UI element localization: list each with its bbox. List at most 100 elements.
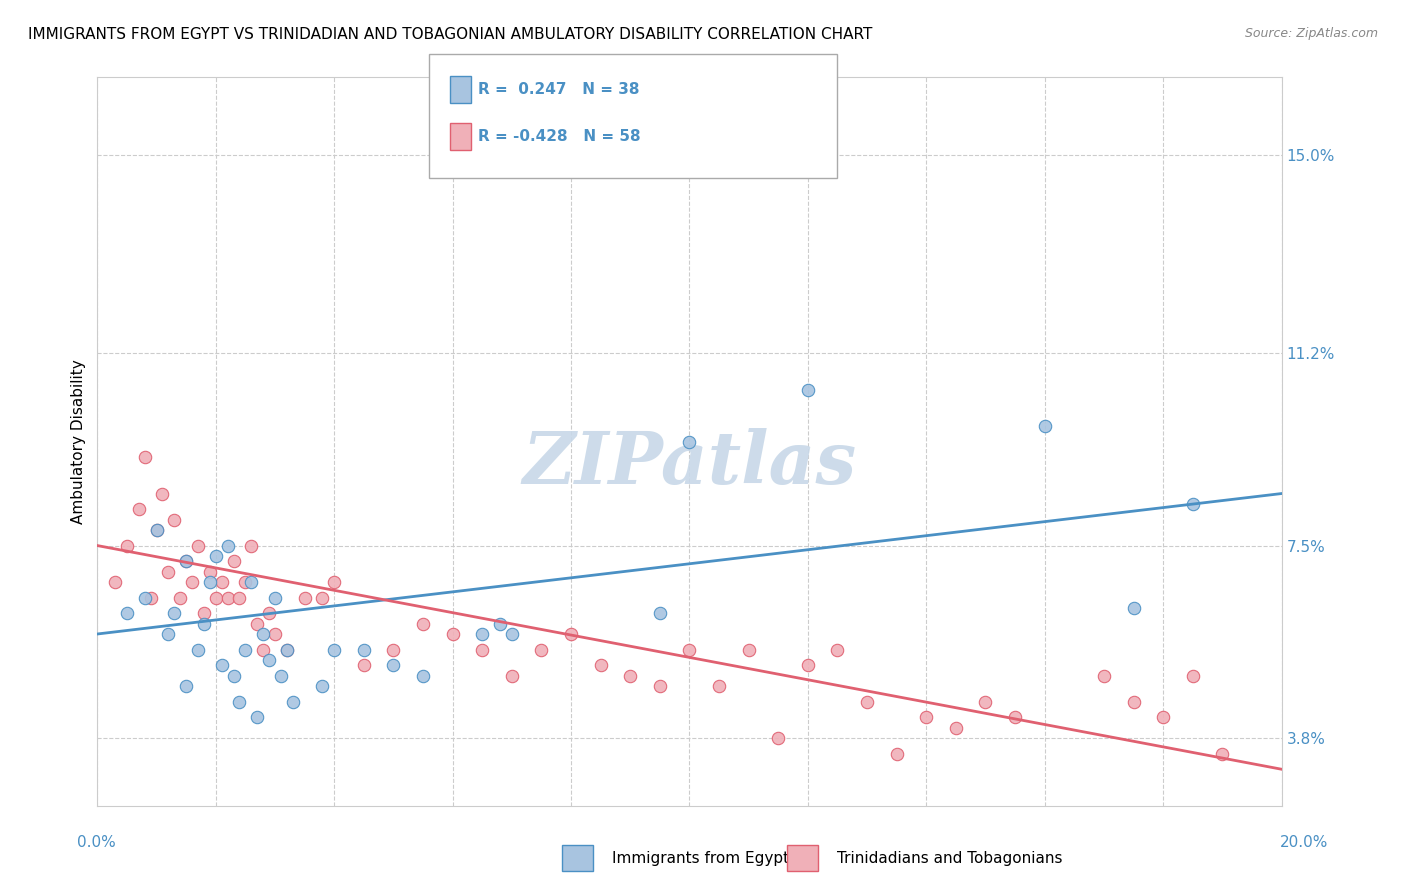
Point <box>530 642 553 657</box>
Point <box>1092 668 1115 682</box>
Point <box>264 591 287 605</box>
Point <box>797 658 820 673</box>
Point <box>501 627 523 641</box>
Point <box>163 606 186 620</box>
Point <box>115 606 138 620</box>
Point <box>145 523 167 537</box>
Text: IMMIGRANTS FROM EGYPT VS TRINIDADIAN AND TOBAGONIAN AMBULATORY DISABILITY CORREL: IMMIGRANTS FROM EGYPT VS TRINIDADIAN AND… <box>28 27 873 42</box>
Point <box>198 565 221 579</box>
Point <box>217 539 239 553</box>
Point <box>678 642 700 657</box>
Point <box>441 627 464 641</box>
Point <box>1181 497 1204 511</box>
Text: 0.0%: 0.0% <box>77 836 117 850</box>
Point <box>311 591 333 605</box>
Point <box>382 642 405 657</box>
Point <box>240 539 263 553</box>
Point <box>134 591 156 605</box>
Point <box>257 653 280 667</box>
Point <box>886 747 908 761</box>
Point <box>1033 419 1056 434</box>
Point <box>619 668 641 682</box>
Point <box>353 658 375 673</box>
Point <box>235 574 257 589</box>
Point <box>217 591 239 605</box>
Point <box>678 434 700 449</box>
Point <box>193 606 215 620</box>
Y-axis label: Ambulatory Disability: Ambulatory Disability <box>72 359 86 524</box>
Point <box>181 574 204 589</box>
Point <box>257 606 280 620</box>
Point <box>174 554 197 568</box>
Point <box>222 668 245 682</box>
Point <box>382 658 405 673</box>
Point <box>276 642 298 657</box>
Point <box>412 668 434 682</box>
Point <box>471 627 494 641</box>
Point <box>1122 695 1144 709</box>
Point <box>228 695 250 709</box>
Point <box>648 606 671 620</box>
Point <box>211 574 233 589</box>
Point <box>945 721 967 735</box>
Text: ZIPatlas: ZIPatlas <box>523 428 856 499</box>
Point <box>797 383 820 397</box>
Text: Source: ZipAtlas.com: Source: ZipAtlas.com <box>1244 27 1378 40</box>
Point <box>145 523 167 537</box>
Point <box>856 695 879 709</box>
Point <box>323 642 346 657</box>
Point <box>198 574 221 589</box>
Point <box>1122 601 1144 615</box>
Point <box>1181 668 1204 682</box>
Point <box>768 731 790 745</box>
Point <box>157 565 180 579</box>
Text: 20.0%: 20.0% <box>1281 836 1329 850</box>
Point <box>1004 710 1026 724</box>
Point <box>737 642 759 657</box>
Point <box>211 658 233 673</box>
Point <box>240 574 263 589</box>
Point <box>915 710 938 724</box>
Point <box>104 574 127 589</box>
Point <box>560 627 582 641</box>
Point <box>707 679 730 693</box>
Point <box>311 679 333 693</box>
Point <box>222 554 245 568</box>
Point <box>252 627 274 641</box>
Point <box>489 616 512 631</box>
Point <box>228 591 250 605</box>
Point <box>323 574 346 589</box>
Point <box>294 591 316 605</box>
Point <box>163 512 186 526</box>
Point <box>974 695 997 709</box>
Text: R = -0.428   N = 58: R = -0.428 N = 58 <box>478 129 641 144</box>
Point <box>270 668 292 682</box>
Text: Trinidadians and Tobagonians: Trinidadians and Tobagonians <box>837 851 1062 865</box>
Point <box>501 668 523 682</box>
Point <box>648 679 671 693</box>
Point <box>252 642 274 657</box>
Point <box>187 539 209 553</box>
Text: R =  0.247   N = 38: R = 0.247 N = 38 <box>478 82 640 96</box>
Point <box>152 486 174 500</box>
Point <box>187 642 209 657</box>
Point <box>246 710 269 724</box>
Point <box>235 642 257 657</box>
Point <box>281 695 304 709</box>
Point <box>128 502 150 516</box>
Point <box>1152 710 1174 724</box>
Point <box>827 642 849 657</box>
Text: Immigrants from Egypt: Immigrants from Egypt <box>612 851 789 865</box>
Point <box>276 642 298 657</box>
Point <box>1211 747 1233 761</box>
Point <box>471 642 494 657</box>
Point <box>169 591 191 605</box>
Point <box>174 554 197 568</box>
Point <box>174 679 197 693</box>
Point <box>157 627 180 641</box>
Point <box>353 642 375 657</box>
Point <box>139 591 162 605</box>
Point <box>193 616 215 631</box>
Point <box>204 549 226 563</box>
Point <box>264 627 287 641</box>
